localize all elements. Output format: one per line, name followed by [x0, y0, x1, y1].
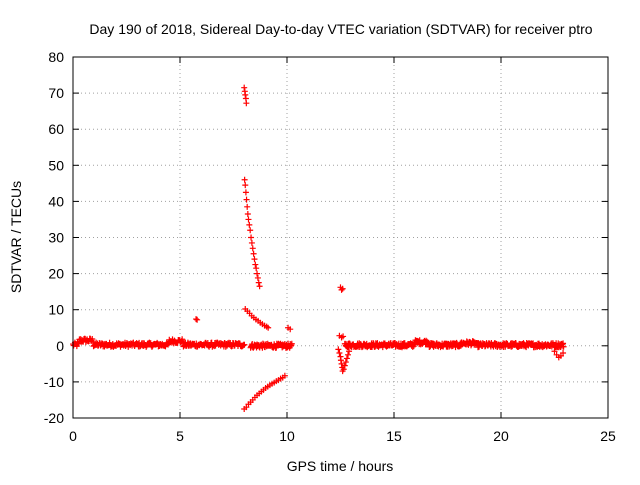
data-point: [254, 274, 261, 281]
y-tick-label: 50: [48, 157, 64, 173]
data-point: [246, 221, 253, 228]
data-point: [287, 326, 294, 333]
plot-frame: [72, 56, 609, 419]
data-point: [193, 316, 200, 323]
chart-title: Day 190 of 2018, Sidereal Day-to-day VTE…: [89, 21, 592, 37]
data-point: [248, 239, 255, 246]
data-point: [252, 261, 259, 268]
data-point: [253, 265, 260, 272]
x-axis-label: GPS time / hours: [287, 458, 394, 474]
data-point: [242, 189, 249, 196]
y-tick-label: 10: [48, 302, 64, 318]
data-point: [344, 351, 351, 358]
data-point: [241, 176, 248, 183]
data-point: [194, 316, 201, 323]
data-point: [256, 283, 263, 290]
data-point: [179, 336, 186, 343]
y-axis-label: SDTVAR / TECUs: [8, 181, 24, 293]
data-point: [560, 350, 567, 357]
data-points: [70, 84, 567, 412]
x-tick-label: 0: [69, 428, 77, 444]
y-tick-label: 60: [48, 121, 64, 137]
y-tick-label: 70: [48, 85, 64, 101]
data-point: [338, 286, 345, 293]
ticks: 0 5 10 15 20 25 -20 -10 0 10 20 30 40 50 60 70 80: [44, 49, 616, 444]
data-point: [250, 250, 257, 257]
x-tick-label: 15: [386, 428, 402, 444]
data-point: [560, 343, 567, 350]
y-tick-label: 40: [48, 193, 64, 209]
data-point: [243, 196, 250, 203]
data-point: [248, 234, 255, 241]
data-point: [339, 285, 346, 292]
data-point: [337, 357, 344, 364]
data-point: [341, 362, 348, 369]
x-tick-label: 10: [279, 428, 295, 444]
data-point: [244, 211, 251, 218]
data-point: [222, 343, 229, 350]
data-point: [245, 216, 252, 223]
data-point: [346, 348, 353, 355]
data-point: [551, 348, 558, 355]
data-point: [243, 100, 250, 107]
data-point: [249, 245, 256, 252]
data-point: [247, 227, 254, 234]
data-point: [242, 91, 249, 98]
data-point: [281, 372, 288, 379]
data-point: [255, 279, 262, 286]
data-point: [288, 340, 295, 347]
data-point: [343, 355, 350, 362]
data-point: [143, 343, 150, 350]
y-tick-label: -10: [44, 374, 64, 390]
y-tick-label: 20: [48, 266, 64, 282]
data-point: [241, 341, 248, 348]
data-point: [338, 360, 345, 367]
y-tick-label: -20: [44, 410, 64, 426]
data-point: [89, 336, 96, 342]
grid: [73, 57, 608, 418]
data-point: [340, 366, 347, 373]
data-point: [265, 324, 272, 331]
y-tick-label: 0: [56, 338, 64, 354]
y-tick-label: 30: [48, 230, 64, 246]
x-tick-label: 20: [493, 428, 509, 444]
data-point: [254, 270, 261, 277]
data-point: [336, 350, 343, 357]
data-point: [335, 346, 342, 353]
data-point: [242, 182, 249, 189]
data-point: [340, 333, 347, 340]
y-tick-label: 80: [48, 49, 64, 65]
data-point: [342, 359, 349, 366]
data-point: [251, 256, 258, 263]
x-tick-label: 5: [176, 428, 184, 444]
data-point: [241, 84, 248, 91]
data-point: [244, 203, 251, 210]
x-tick-label: 25: [600, 428, 616, 444]
